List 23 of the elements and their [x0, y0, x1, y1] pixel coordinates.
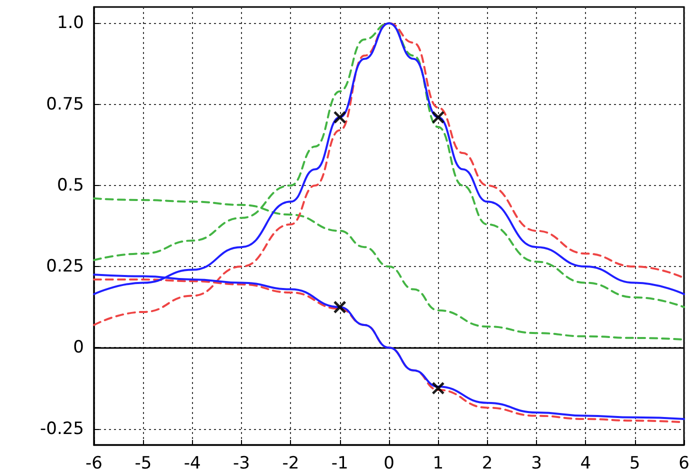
x-tick-label: -4: [184, 454, 201, 474]
x-tick-label: -5: [134, 454, 152, 474]
x-tick-label: -6: [86, 454, 102, 474]
x-tick-label: 0: [384, 454, 394, 474]
y-tick-label: 0.5: [56, 175, 84, 196]
x-tick-label: 2: [482, 454, 493, 474]
y-tick-label: 0: [73, 338, 84, 358]
x-tick-label: 1: [432, 454, 444, 474]
point: [432, 382, 444, 394]
x-tick-label: 3: [531, 454, 542, 474]
y-tick-label: 0.75: [46, 94, 84, 114]
x-tick-label: -3: [233, 454, 250, 474]
x-tick-label: -1: [331, 454, 348, 474]
y-tick-label: 1.0: [56, 13, 84, 34]
x-tick-label: -2: [282, 454, 300, 474]
point: [432, 111, 444, 124]
x-tick-label: 5: [629, 454, 640, 474]
point: [334, 111, 346, 124]
y-tick-label: -0.25: [40, 418, 84, 439]
point: [334, 301, 346, 314]
x-tick-label: 4: [580, 454, 592, 474]
x-tick-label: 6: [678, 454, 690, 474]
y-tick-label: 0.25: [46, 256, 84, 277]
